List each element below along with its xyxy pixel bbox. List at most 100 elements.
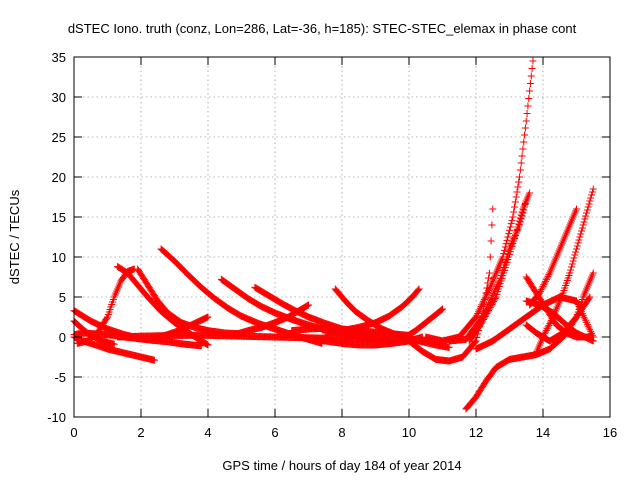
data-point — [516, 217, 524, 225]
x-tick-label: 6 — [271, 425, 278, 440]
data-point — [103, 314, 111, 322]
data-point — [581, 315, 589, 323]
data-point — [521, 124, 529, 132]
data-point — [414, 286, 422, 294]
data-point — [503, 236, 511, 244]
data-point — [524, 102, 532, 110]
data-point — [471, 338, 479, 346]
y-tick-label: 15 — [52, 210, 66, 225]
data-point — [582, 317, 590, 325]
x-tick-label: 8 — [338, 425, 345, 440]
data-point — [578, 308, 586, 316]
data-point — [480, 296, 488, 303]
data-point — [504, 233, 512, 241]
data-point — [543, 274, 551, 282]
x-tick-label: 4 — [204, 425, 211, 440]
series-17 — [405, 205, 497, 365]
data-point — [584, 203, 592, 211]
data-point — [578, 224, 586, 232]
data-point — [500, 246, 508, 254]
data-point — [536, 287, 544, 295]
data-point — [519, 145, 527, 153]
data-point — [581, 215, 589, 223]
data-point — [517, 159, 525, 167]
data-point — [539, 333, 547, 341]
data-point — [548, 315, 556, 323]
data-point — [569, 257, 577, 265]
data-point — [538, 284, 546, 292]
data-point — [527, 72, 535, 80]
data-point — [511, 203, 519, 211]
data-point — [547, 318, 555, 326]
data-point — [517, 211, 525, 219]
data-point — [528, 65, 536, 72]
data-point — [513, 188, 521, 196]
data-point — [521, 131, 529, 139]
data-point — [438, 306, 446, 314]
data-point — [479, 299, 487, 307]
series-27 — [522, 297, 597, 345]
data-point — [482, 311, 490, 319]
data-point — [589, 269, 597, 277]
data-point — [539, 282, 547, 290]
data-point — [484, 308, 492, 316]
data-point — [488, 301, 496, 308]
data-point — [415, 285, 423, 293]
data-point — [589, 185, 597, 193]
data-point — [577, 230, 585, 238]
data-point — [578, 227, 586, 235]
data-point — [588, 191, 596, 199]
data-point — [485, 269, 493, 277]
data-point — [150, 356, 158, 364]
data-point — [582, 212, 590, 220]
y-tick-label: 35 — [52, 50, 66, 65]
data-point — [576, 304, 584, 312]
data-point — [589, 337, 597, 345]
data-point — [490, 298, 498, 305]
data-point — [477, 303, 485, 310]
data-point — [579, 221, 587, 229]
data-point — [573, 242, 581, 250]
data-point — [476, 304, 484, 312]
data-point — [472, 313, 480, 321]
data-point — [546, 320, 554, 328]
data-point — [481, 313, 489, 320]
data-point — [570, 254, 578, 262]
data-point — [572, 248, 580, 256]
data-point — [579, 311, 587, 319]
data-point — [567, 266, 575, 274]
data-point — [485, 305, 493, 313]
data-point — [586, 197, 594, 205]
data-point — [578, 310, 586, 318]
series-26 — [472, 293, 597, 353]
data-point — [506, 226, 513, 234]
data-point — [489, 205, 497, 213]
data-point — [543, 325, 551, 333]
data-point — [545, 321, 553, 329]
data-point — [575, 236, 583, 244]
data-point — [488, 221, 496, 229]
data-point — [487, 302, 495, 310]
y-tick-label: 30 — [52, 90, 66, 105]
data-point — [583, 209, 591, 217]
data-point — [475, 306, 483, 314]
data-point — [542, 326, 550, 334]
data-point — [491, 295, 499, 302]
data-point — [544, 323, 552, 331]
y-tick-label: 25 — [52, 130, 66, 145]
data-point — [588, 329, 596, 337]
series-20 — [465, 189, 534, 345]
data-point — [518, 152, 526, 160]
data-point — [586, 326, 594, 334]
y-tick-label: -5 — [54, 370, 66, 385]
data-point — [512, 229, 520, 237]
data-point — [500, 250, 508, 258]
data-point — [518, 208, 526, 216]
data-point — [587, 328, 595, 336]
data-point — [505, 230, 513, 238]
data-point — [523, 110, 531, 117]
data-point — [516, 214, 524, 222]
data-point — [507, 220, 515, 228]
data-point — [540, 281, 548, 289]
x-tick-label: 16 — [603, 425, 617, 440]
